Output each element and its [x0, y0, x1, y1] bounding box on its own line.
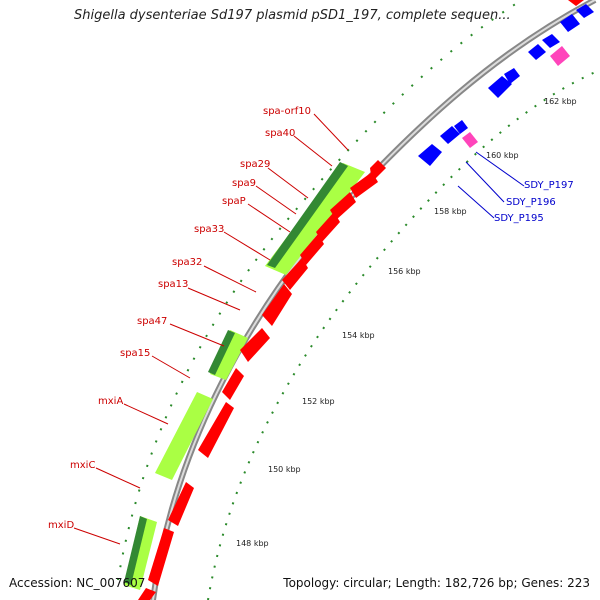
- right-gene-labels: [457, 151, 525, 219]
- gene-label-mxiC: mxiC: [70, 460, 95, 471]
- gene-label-spa15: spa15: [120, 348, 150, 359]
- reverse-cds: [418, 4, 594, 166]
- gene-label-spa9: spa9: [232, 178, 256, 189]
- gene-label-spa13: spa13: [158, 279, 188, 290]
- gene-label-spa29: spa29: [240, 159, 270, 170]
- tick-158: 158 kbp: [434, 207, 467, 216]
- gene-label-spa47: spa47: [137, 316, 167, 327]
- gene-label-spaP: spaP: [222, 196, 246, 207]
- accession-label: Accession: NC_007607: [9, 576, 146, 590]
- outer-dot-ring: [117, 0, 524, 581]
- gene-label-mxiA: mxiA: [98, 396, 123, 407]
- gene-label-SDY_P196: SDY_P196: [506, 197, 556, 208]
- top-red-cds: [568, 0, 584, 6]
- tick-150: 150 kbp: [268, 465, 301, 474]
- gene-label-spa32: spa32: [172, 257, 202, 268]
- gene-label-mxiD: mxiD: [48, 520, 74, 531]
- forward-cds: [138, 160, 386, 600]
- highlight-blocks: [124, 162, 365, 590]
- tick-156: 156 kbp: [388, 267, 421, 276]
- topology-label: Topology: circular; Length: 182,726 bp; …: [283, 576, 590, 590]
- map-title: Shigella dysenteriae Sd197 plasmid pSD1_…: [74, 8, 511, 23]
- gene-label-SDY_P195: SDY_P195: [494, 213, 544, 224]
- left-gene-labels: [73, 113, 349, 545]
- gene-label-spa33: spa33: [194, 224, 224, 235]
- tick-152: 152 kbp: [302, 397, 335, 406]
- gene-label-spa-orf10: spa-orf10: [263, 106, 311, 117]
- inner-dot-ring: [207, 69, 600, 600]
- backbone-arc: [150, 0, 597, 600]
- tick-162: 162 kbp: [544, 97, 577, 106]
- gene-label-SDY_P197: SDY_P197: [524, 180, 574, 191]
- gene-label-spa40: spa40: [265, 128, 295, 139]
- tick-148: 148 kbp: [236, 539, 269, 548]
- misc-features: [462, 46, 570, 148]
- backbone-arc-inner: [152, 0, 596, 600]
- tick-160: 160 kbp: [486, 151, 519, 160]
- tick-154: 154 kbp: [342, 331, 375, 340]
